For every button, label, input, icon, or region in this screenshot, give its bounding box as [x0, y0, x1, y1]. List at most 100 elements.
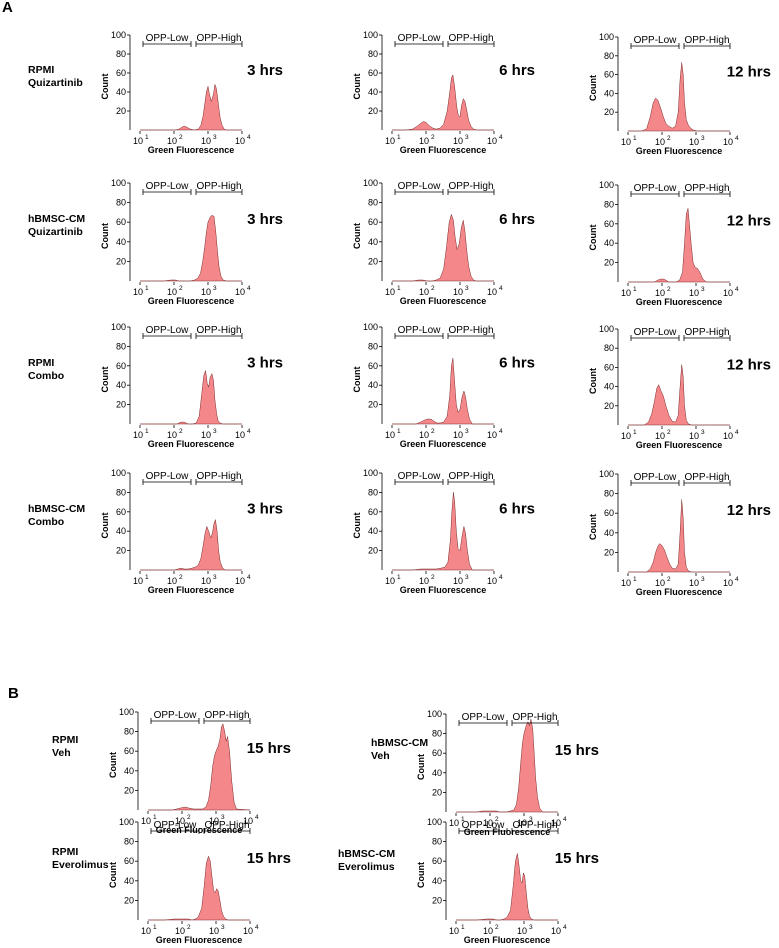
y-tick-label: 80	[368, 198, 378, 208]
x-tick-exponent: 4	[735, 286, 739, 293]
x-tick-label: 10	[167, 136, 177, 146]
y-tick-label: 20	[604, 107, 614, 117]
time-label: 15 hrs	[247, 740, 291, 757]
y-tick-label: 60	[604, 362, 614, 372]
x-tick-exponent: 1	[145, 574, 149, 581]
x-tick-exponent: 2	[187, 924, 191, 931]
x-tick-exponent: 1	[633, 429, 637, 436]
x-axis-title: Green Fluorescence	[464, 935, 551, 945]
x-tick-label: 10	[723, 578, 733, 588]
row-label: Veh	[52, 747, 71, 759]
histogram-area	[628, 364, 730, 426]
x-tick-label: 10	[141, 816, 151, 826]
x-tick-label: 10	[689, 288, 699, 298]
gate-label: OPP-Low	[462, 712, 506, 723]
x-tick-exponent: 1	[461, 816, 465, 823]
gate-label: OPP-High	[196, 33, 241, 44]
histogram-area	[456, 718, 558, 813]
gate-label: OPP-Low	[154, 820, 198, 831]
time-label: 6 hrs	[499, 62, 535, 79]
histogram-area	[392, 213, 494, 282]
x-tick-label: 10	[453, 287, 463, 297]
gate-label: OPP-High	[684, 183, 729, 194]
x-tick-label: 10	[385, 576, 395, 586]
y-axis-title: Count	[100, 513, 110, 539]
x-tick-exponent: 1	[633, 576, 637, 583]
x-tick-exponent: 2	[495, 924, 499, 931]
histogram-area	[628, 208, 730, 283]
y-tick-label: 100	[427, 709, 442, 719]
y-tick-label: 100	[363, 178, 378, 188]
x-tick-label: 10	[385, 430, 395, 440]
y-tick-label: 60	[368, 68, 378, 78]
x-tick-label: 10	[243, 926, 253, 936]
gate-label: OPP-High	[448, 325, 493, 336]
y-axis-title: Count	[588, 75, 598, 101]
x-tick-label: 10	[655, 431, 665, 441]
gate-label: OPP-High	[196, 471, 241, 482]
x-tick-exponent: 1	[397, 134, 401, 141]
y-tick-label: 80	[604, 489, 614, 499]
gate-label: OPP-High	[448, 471, 493, 482]
gate-label: OPP-High	[684, 35, 729, 46]
x-axis-title: Green Fluorescence	[636, 146, 723, 156]
x-tick-label: 10	[723, 431, 733, 441]
y-tick-label: 40	[368, 380, 378, 390]
x-tick-label: 10	[723, 288, 733, 298]
x-tick-exponent: 1	[145, 134, 149, 141]
x-axis-title: Green Fluorescence	[400, 585, 487, 595]
x-tick-exponent: 2	[431, 134, 435, 141]
x-tick-label: 10	[235, 136, 245, 146]
x-tick-label: 10	[453, 576, 463, 586]
row-label: hBMSC-CM	[28, 503, 85, 515]
y-axis-title: Count	[100, 223, 110, 249]
x-axis-title: Green Fluorescence	[148, 585, 235, 595]
row-label: Quizartinib	[28, 77, 83, 89]
row-label: hBMSC-CM	[338, 848, 395, 860]
y-tick-label: 60	[124, 856, 134, 866]
y-tick-label: 80	[116, 487, 126, 497]
gate-label: OPP-High	[448, 181, 493, 192]
x-tick-exponent: 2	[187, 814, 191, 821]
x-tick-exponent: 1	[461, 924, 465, 931]
y-tick-label: 20	[432, 895, 442, 905]
x-tick-exponent: 1	[145, 428, 149, 435]
x-tick-exponent: 1	[397, 428, 401, 435]
gate-label: OPP-Low	[634, 327, 678, 338]
row-label: Veh	[371, 750, 390, 762]
x-tick-exponent: 3	[465, 285, 469, 292]
y-tick-label: 40	[368, 526, 378, 536]
x-tick-label: 10	[689, 137, 699, 147]
x-axis-title: Green Fluorescence	[400, 296, 487, 306]
row-label: Combo	[28, 370, 64, 382]
gate-label: OPP-Low	[634, 35, 678, 46]
histogram-area	[392, 357, 494, 425]
gate-label: OPP-Low	[146, 181, 190, 192]
x-tick-label: 10	[175, 816, 185, 826]
time-label: 15 hrs	[555, 742, 599, 759]
x-tick-exponent: 4	[735, 135, 739, 142]
gate-label: OPP-High	[196, 325, 241, 336]
y-tick-label: 100	[599, 324, 614, 334]
x-tick-exponent: 4	[499, 285, 503, 292]
x-tick-label: 10	[621, 137, 631, 147]
y-tick-label: 80	[368, 487, 378, 497]
y-tick-label: 80	[604, 51, 614, 61]
x-tick-label: 10	[385, 287, 395, 297]
row-label: RPMI	[28, 357, 54, 369]
y-tick-label: 40	[432, 876, 442, 886]
x-tick-label: 10	[419, 576, 429, 586]
row-label: RPMI	[52, 846, 78, 858]
x-tick-label: 10	[133, 136, 143, 146]
y-tick-label: 20	[116, 546, 126, 556]
x-tick-exponent: 2	[179, 285, 183, 292]
y-axis-title: Count	[588, 368, 598, 394]
